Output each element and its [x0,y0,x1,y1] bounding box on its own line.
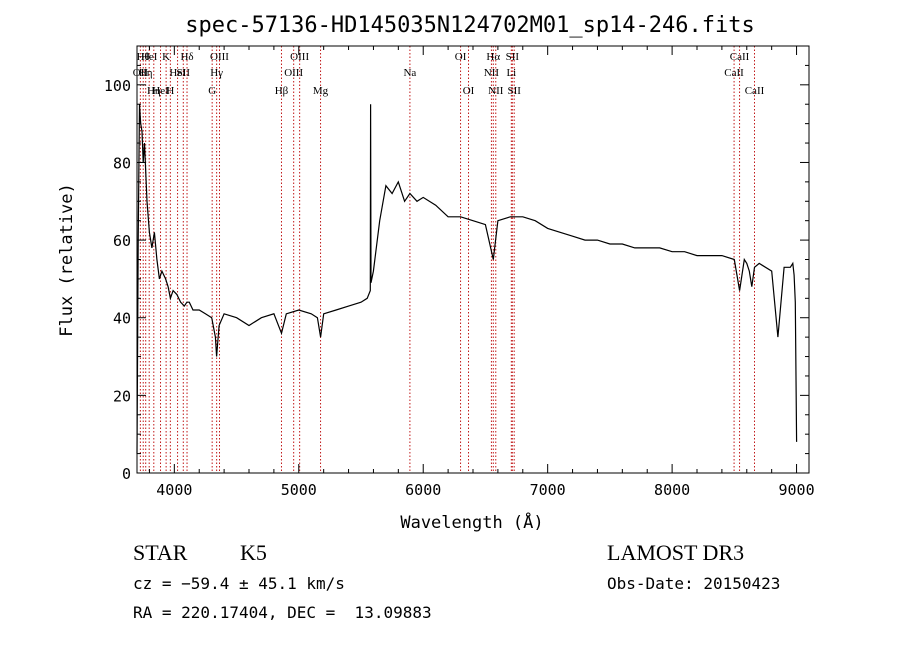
line-label: NII [484,67,500,79]
line-label: HeI [152,85,169,97]
y-tick-label: 0 [122,465,131,483]
line-label: Hγ [210,67,223,79]
line-label: OI [463,85,475,97]
spectrum-line [136,104,798,454]
y-axis-label: Flux (relative) [57,183,77,337]
line-label: HeI [141,51,158,63]
plot-frame [136,45,810,474]
line-label: NII [488,85,504,97]
x-tick-label: 9000 [778,481,814,499]
observation-date: Obs-Date: 20150423 [607,574,781,593]
line-label: CaII [730,51,750,63]
redshift-value: cz = −59.4 ± 45.1 km/s [133,574,345,593]
line-label: OIII [210,51,229,63]
x-axis-label: Wavelength (Å) [400,511,543,533]
x-tick-label: 6000 [405,481,441,499]
y-tick-label: 20 [113,387,131,405]
line-label: OIII [290,51,309,63]
line-label: HeI [169,67,186,79]
line-label: H [166,85,174,97]
line-label: Hβ [275,85,289,97]
line-label: OIII [284,67,303,79]
y-axis: 0 20 40 60 80 100 [104,45,809,483]
line-label: Hα [486,51,500,63]
line-label: SII [507,85,521,97]
y-tick-label: 40 [113,310,131,328]
x-tick-label: 5000 [281,481,317,499]
line-label: Hδ [180,51,193,63]
object-class: STAR [133,540,188,565]
line-label: Hθ [137,51,150,63]
x-tick-label: 8000 [654,481,690,499]
chart-title: spec-57136-HD145035N124702M01_sp14-246.f… [185,13,755,38]
spectral-line-markers [139,46,755,473]
object-subclass: K5 [240,540,267,565]
x-axis: 4000 5000 6000 7000 8000 9000 [148,46,815,499]
line-label: G [208,85,216,97]
x-tick-label: 4000 [156,481,192,499]
y-tick-label: 80 [113,154,131,172]
survey-name: LAMOST DR3 [607,540,745,565]
x-tick-label: 7000 [530,481,566,499]
line-label: SII [177,67,191,79]
line-label: Na [403,67,416,79]
y-tick-label: 60 [113,232,131,250]
line-label: Li [506,67,516,79]
line-label: SII [506,51,520,63]
coordinates: RA = 220.17404, DEC = 13.09883 [133,603,432,622]
line-label: CaII [724,67,744,79]
y-tick-label: 100 [104,77,131,95]
line-label: Hη [139,67,153,79]
line-label: CaII [745,85,765,97]
line-label: Mg [313,85,329,97]
line-label: K [162,51,170,63]
spectral-line-labels: OIIHθHηHeIHηHeIKHHeISIIHδGHγOIIIHβOIIIOI… [133,51,765,97]
line-label: OI [455,51,467,63]
line-label: Hη [147,85,161,97]
